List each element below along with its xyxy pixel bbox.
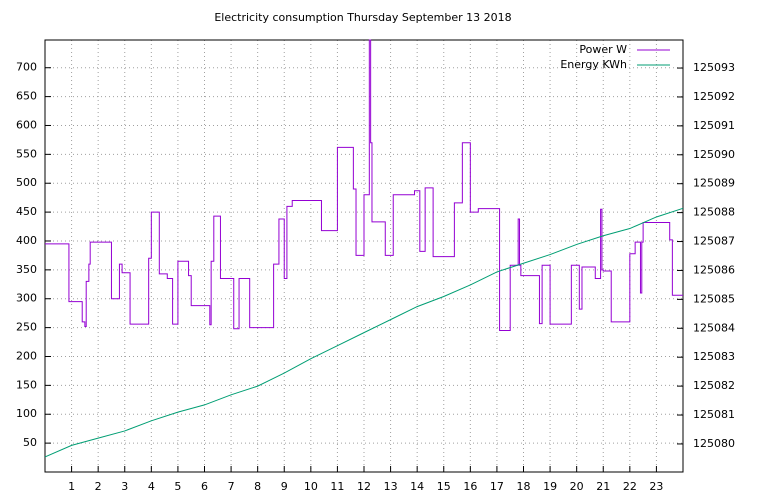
y2-tick-label: 125080 — [693, 437, 735, 450]
x-tick-label: 4 — [148, 480, 155, 493]
y2-tick-label: 125084 — [693, 321, 735, 334]
y2-tick-label: 125082 — [693, 379, 735, 392]
x-tick-label: 2 — [95, 480, 102, 493]
y-tick-label: 650 — [16, 90, 37, 103]
y2-tick-label: 125083 — [693, 350, 735, 363]
y-tick-label: 150 — [16, 378, 37, 391]
x-tick-label: 1 — [68, 480, 75, 493]
x-tick-label: 11 — [330, 480, 344, 493]
legend-label: Energy KWh — [560, 58, 627, 71]
y2-tick-label: 125091 — [693, 119, 735, 132]
y-tick-label: 700 — [16, 61, 37, 74]
legend-label: Power W — [579, 43, 627, 56]
y2-tick-label: 125086 — [693, 263, 735, 276]
y-tick-label: 350 — [16, 263, 37, 276]
x-tick-label: 7 — [228, 480, 235, 493]
x-tick-label: 16 — [463, 480, 477, 493]
y-tick-label: 200 — [16, 349, 37, 362]
y-tick-label: 400 — [16, 234, 37, 247]
x-tick-label: 6 — [201, 480, 208, 493]
y-tick-label: 250 — [16, 321, 37, 334]
plot-frame — [44, 39, 684, 473]
x-tick-label: 10 — [304, 480, 318, 493]
y-tick-label: 550 — [16, 147, 37, 160]
y2-tick-label: 125089 — [693, 177, 735, 190]
x-tick-label: 8 — [254, 480, 261, 493]
x-tick-label: 23 — [649, 480, 663, 493]
x-tick-label: 9 — [281, 480, 288, 493]
x-tick-label: 5 — [174, 480, 181, 493]
y-tick-label: 100 — [16, 407, 37, 420]
series-line — [45, 39, 683, 332]
y2-tick-label: 125088 — [693, 206, 735, 219]
series-line — [44, 207, 684, 458]
y2-tick-label: 125092 — [693, 90, 735, 103]
x-tick-label: 21 — [596, 480, 610, 493]
y-tick-label: 600 — [16, 118, 37, 131]
x-tick-label: 19 — [543, 480, 557, 493]
x-tick-label: 22 — [623, 480, 637, 493]
x-tick-label: 17 — [490, 480, 504, 493]
x-tick-label: 13 — [384, 480, 398, 493]
y2-tick-label: 125085 — [693, 292, 735, 305]
x-tick-label: 14 — [410, 480, 424, 493]
y-tick-label: 300 — [16, 292, 37, 305]
y2-tick-label: 125087 — [693, 235, 735, 248]
y-tick-label: 450 — [16, 205, 37, 218]
x-tick-label: 12 — [357, 480, 371, 493]
y-tick-label: 500 — [16, 176, 37, 189]
y2-tick-label: 125090 — [693, 148, 735, 161]
x-tick-label: 3 — [121, 480, 128, 493]
y2-tick-label: 125081 — [693, 408, 735, 421]
x-tick-label: 18 — [517, 480, 531, 493]
chart-title: Electricity consumption Thursday Septemb… — [214, 11, 511, 24]
x-tick-label: 20 — [570, 480, 584, 493]
y-tick-label: 50 — [23, 436, 37, 449]
x-tick-label: 15 — [437, 480, 451, 493]
y2-tick-label: 125093 — [693, 61, 735, 74]
